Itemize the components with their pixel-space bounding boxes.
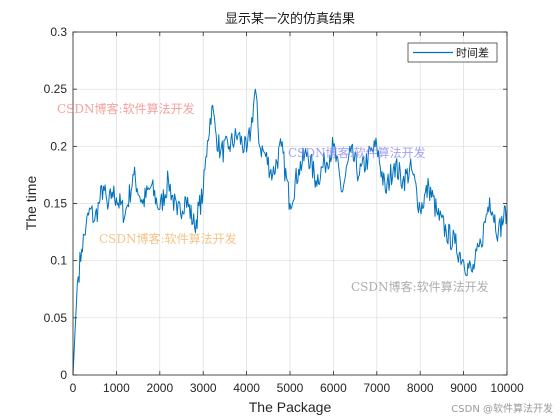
legend: 时间差 <box>407 42 498 63</box>
ticks: 0 1000 2000 3000 4000 5000 6000 7000 8000 9000 100… <box>44 25 524 395</box>
x-axis-label: The Package <box>249 399 332 415</box>
y-tick-label: 0.15 <box>44 197 68 211</box>
x-tick-label: 3000 <box>190 381 217 395</box>
x-tick-label: 6000 <box>320 381 347 395</box>
y-tick-label: 0 <box>60 368 67 382</box>
watermark-0: CSDN博客:软件算法开发 <box>57 101 195 116</box>
x-tick-label: 8000 <box>407 381 434 395</box>
x-tick-label: 4000 <box>233 381 260 395</box>
legend-entry-0: 时间差 <box>456 46 489 60</box>
x-tick-label: 2000 <box>146 381 173 395</box>
series-line-0 <box>72 88 508 376</box>
watermark-3: CSDN博客:软件算法开发 <box>351 279 489 294</box>
x-tick-label: 0 <box>70 381 77 395</box>
chart-title: 显示某一次的仿真结果 <box>225 11 355 27</box>
y-axis-label: The time <box>23 176 39 231</box>
y-tick-label: 0.1 <box>50 254 67 268</box>
x-tick-label: 7000 <box>363 381 390 395</box>
x-tick-label: 1000 <box>103 381 130 395</box>
series-layer <box>72 88 508 376</box>
y-tick-label: 0.2 <box>50 139 67 153</box>
x-tick-label: 9000 <box>450 381 477 395</box>
watermark-1: CSDN博客:软件算法开发 <box>288 145 426 160</box>
y-tick-label: 0.05 <box>44 311 68 325</box>
watermark-2: CSDN博客:软件算法开发 <box>99 231 237 246</box>
x-tick-label: 10000 <box>490 381 524 395</box>
y-tick-label: 0.3 <box>50 25 67 39</box>
footer-credit: CSDN @软件算法开发 <box>451 402 553 415</box>
y-tick-label: 0.25 <box>44 82 68 96</box>
x-tick-label: 5000 <box>277 381 304 395</box>
